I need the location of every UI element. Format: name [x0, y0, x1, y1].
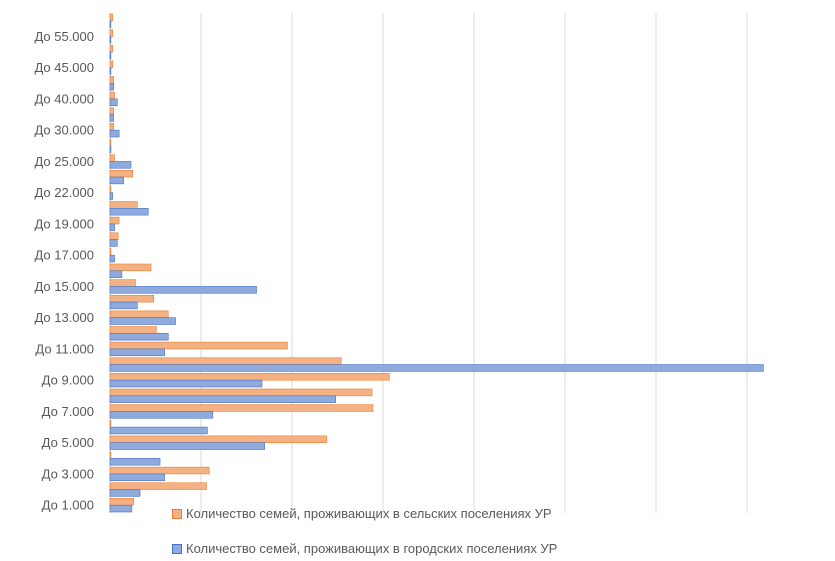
bar-rural [109, 169, 134, 178]
bar-rural [109, 404, 374, 412]
bar-urban [109, 301, 138, 310]
bar-rural [109, 419, 112, 428]
legend-swatch-rural [172, 508, 182, 519]
bar-rural [109, 388, 373, 397]
category-tick-label: До 9.000 [42, 373, 94, 388]
bar-rural [109, 466, 210, 475]
category-tick-label: До 40.000 [34, 91, 94, 106]
bar-urban [109, 395, 336, 403]
bar-urban [109, 317, 176, 325]
bar-rural [109, 91, 115, 100]
bar-urban [109, 333, 169, 341]
category-tick-labels: До 1.000 До 3.000 До 5.000 До 7.000 До 9.000… [34, 29, 94, 513]
bar-urban [109, 458, 161, 466]
bars [109, 13, 764, 513]
category-tick-label: До 17.000 [34, 248, 94, 263]
bar-urban [109, 208, 149, 216]
bar-rural [109, 185, 112, 193]
bar-urban [109, 98, 118, 107]
bar-rural [109, 248, 112, 256]
category-tick-label: До 1.000 [42, 498, 94, 513]
bar-urban [109, 270, 123, 278]
category-tick-label: До 30.000 [34, 123, 94, 138]
bar-urban [109, 254, 115, 263]
bar-urban [109, 348, 165, 357]
bar-rural [109, 341, 288, 350]
category-tick-label: До 22.000 [34, 185, 94, 200]
bar-urban [109, 364, 764, 372]
bar-urban [109, 192, 114, 200]
bar-rural [109, 279, 136, 287]
bar-urban [109, 426, 208, 435]
category-tick-label: До 45.000 [34, 60, 94, 75]
bar-urban [109, 20, 112, 28]
bar-rural [109, 138, 112, 147]
bar-rural [109, 263, 152, 272]
bar-rural [109, 44, 114, 53]
bar-urban [109, 176, 124, 185]
bar-urban [109, 36, 112, 44]
category-tick-label: До 25.000 [34, 154, 94, 169]
bar-urban [109, 129, 120, 138]
bar-rural [109, 201, 138, 209]
bar-rural [109, 107, 114, 115]
bar-rural [109, 357, 342, 365]
bar-rural [109, 498, 134, 506]
bar-rural [109, 76, 114, 84]
bar-rural [109, 294, 154, 303]
bar-rural [109, 29, 114, 37]
bar-rural [109, 451, 112, 459]
bar-urban [109, 161, 132, 169]
category-tick-label: До 3.000 [42, 466, 94, 481]
bar-rural [109, 232, 119, 240]
bar-urban [109, 504, 133, 513]
bar-urban [109, 83, 114, 91]
legend-swatch-urban [172, 543, 182, 554]
legend-item-rural: Количество семей, проживающих в сельских… [172, 506, 552, 521]
bar-rural [109, 373, 390, 381]
category-tick-label: До 55.000 [34, 29, 94, 44]
bar-rural [109, 60, 114, 68]
bar-rural [109, 310, 169, 318]
category-tick-label: До 13.000 [34, 310, 94, 325]
bar-rural [109, 13, 114, 22]
bar-rural [109, 123, 114, 131]
bar-rural [109, 482, 207, 490]
legend-item-urban: Количество семей, проживающих в городски… [172, 541, 557, 556]
bar-urban [109, 51, 112, 60]
bar-urban [109, 442, 265, 450]
legend-label-urban: Количество семей, проживающих в городски… [186, 541, 558, 556]
legend-label-rural: Количество семей, проживающих в сельских… [186, 506, 552, 521]
bar-rural [109, 326, 157, 334]
category-tick-label: До 5.000 [42, 435, 94, 450]
bar-urban [109, 223, 115, 232]
category-tick-label: До 7.000 [42, 404, 94, 419]
bar-urban [109, 411, 214, 419]
bar-urban [109, 239, 118, 247]
bar-urban [109, 489, 141, 497]
bar-rural [109, 435, 327, 443]
category-tick-label: До 11.000 [35, 341, 94, 356]
category-tick-label: До 15.000 [34, 279, 94, 294]
bar-urban [109, 379, 263, 388]
bar-urban [109, 145, 112, 153]
bar-rural [109, 154, 115, 162]
bar-urban [109, 114, 114, 122]
bar-urban [109, 286, 257, 294]
bar-rural [109, 216, 120, 225]
category-tick-label: До 19.000 [34, 216, 94, 231]
bar-urban [109, 67, 112, 75]
bar-urban [109, 473, 165, 482]
gridlines [109, 13, 748, 513]
